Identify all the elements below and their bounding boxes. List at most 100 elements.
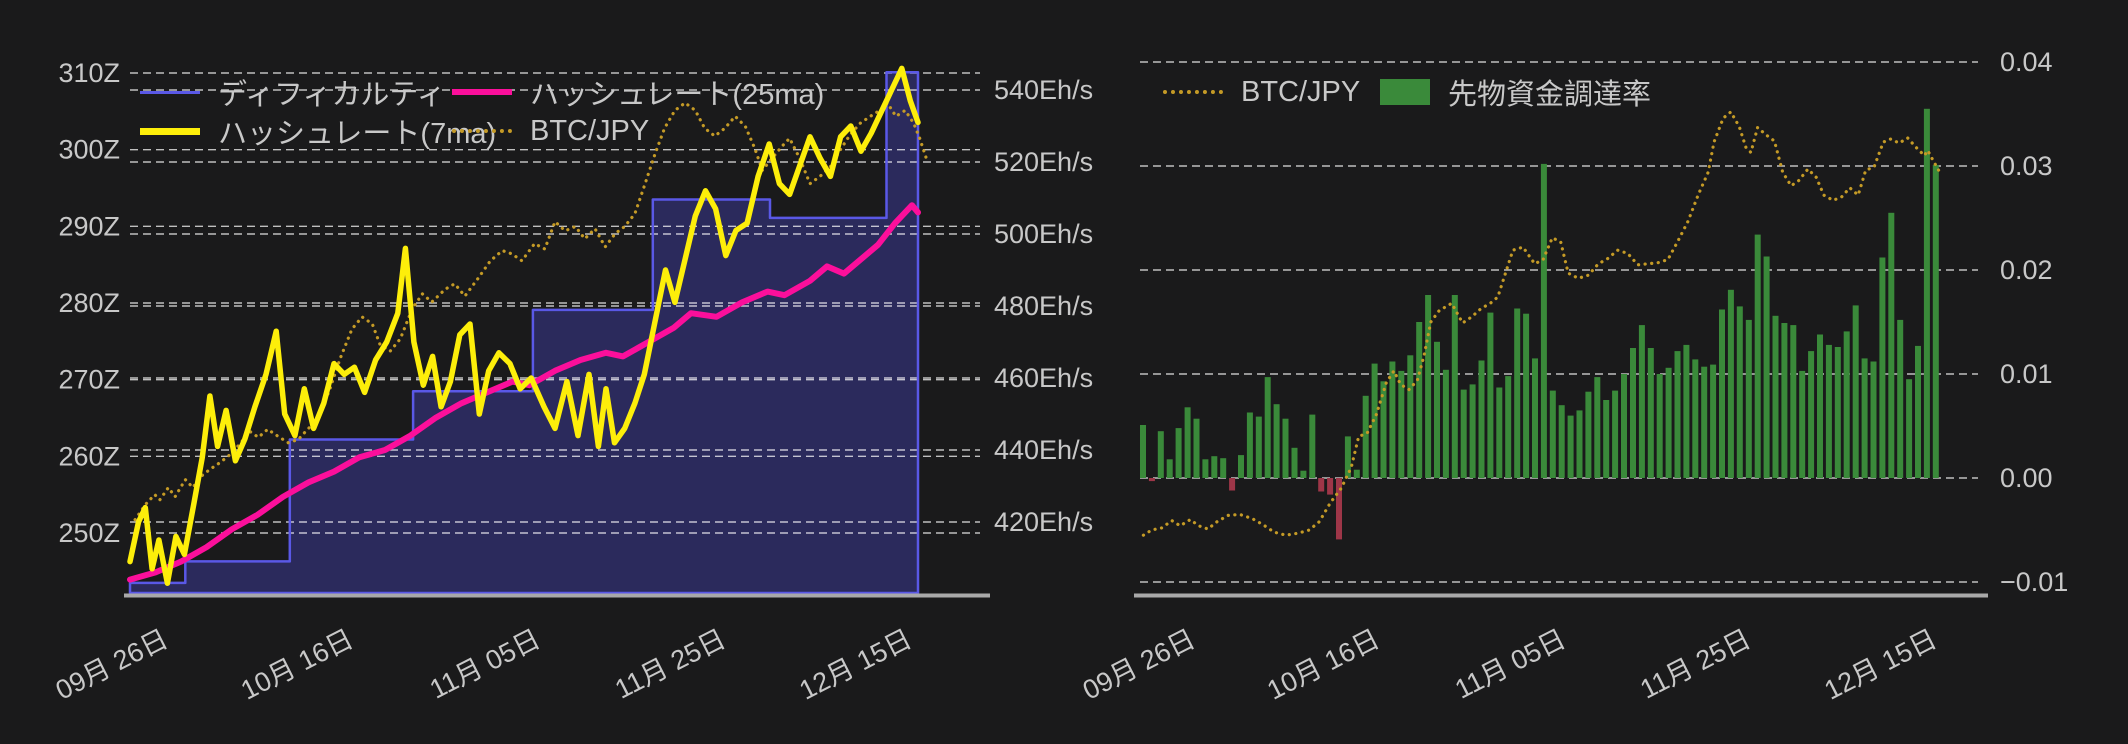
funding-rate-bar[interactable] [1852, 305, 1859, 478]
funding-rate-bar[interactable] [1514, 308, 1521, 479]
funding-rate-bar[interactable] [1674, 351, 1681, 478]
legend-item-funding-rate[interactable]: 先物資金調達率 [1380, 76, 1651, 111]
funding-rate-bar[interactable] [1923, 108, 1930, 479]
funding-rate-bar[interactable] [1478, 360, 1485, 479]
funding-rate-bar[interactable] [1825, 344, 1832, 478]
x-tick-label: 12月 15日 [1820, 624, 1942, 706]
funding-rate-bar[interactable] [1790, 325, 1797, 478]
funding-rate-bar[interactable] [1469, 384, 1476, 478]
funding-rate-bar[interactable] [1175, 428, 1182, 478]
funding-rate-bar[interactable] [1843, 331, 1850, 478]
funding-rate-bar[interactable] [1915, 345, 1921, 478]
funding-rate-bar[interactable] [1220, 458, 1227, 478]
funding-rate-bar[interactable] [1425, 295, 1432, 478]
funding-rate-bar[interactable] [1612, 390, 1619, 478]
hashrate-25ma-line [127, 202, 921, 583]
funding-rate-bar[interactable] [1897, 319, 1904, 478]
funding-rate-bar[interactable] [1549, 390, 1556, 478]
funding-rate-bar[interactable] [1772, 315, 1779, 478]
funding-rate-bar[interactable] [1861, 358, 1868, 478]
btcjpy-dotted-swatch [452, 129, 512, 133]
funding-rate-bar[interactable] [1273, 404, 1280, 478]
funding-rate-bar[interactable] [1255, 416, 1262, 478]
funding-rate-bar[interactable] [1781, 323, 1788, 478]
funding-rate-bar[interactable] [1327, 478, 1334, 495]
funding-rate-bar[interactable] [1362, 395, 1369, 478]
funding-rate-bar[interactable] [1344, 436, 1351, 478]
legend-item-hashrate-7ma[interactable]: ハッシュレート(7ma) [140, 115, 496, 150]
funding-rate-bar[interactable] [1754, 234, 1761, 478]
funding-rate-bar[interactable] [1282, 418, 1289, 478]
funding-rate-bar[interactable] [1727, 289, 1734, 478]
funding-rate-bar[interactable] [1202, 459, 1209, 478]
funding-rate-bar[interactable] [1683, 344, 1690, 478]
funding-rate-bar[interactable] [1523, 313, 1530, 478]
funding-rate-bar[interactable] [1353, 469, 1360, 478]
funding-rate-bar[interactable] [1496, 387, 1503, 479]
funding-rate-bar[interactable] [1870, 361, 1877, 479]
funding-rate-bar[interactable] [1148, 478, 1155, 482]
funding-rate-bar[interactable] [1532, 358, 1538, 478]
funding-rate-bar[interactable] [1817, 334, 1823, 479]
funding-rate-bar[interactable] [1246, 412, 1253, 479]
funding-rate-bar[interactable] [1264, 377, 1271, 478]
funding-rate-bar[interactable] [1808, 351, 1815, 478]
funding-rate-bar[interactable] [1567, 415, 1574, 478]
funding-rate-bar[interactable] [1621, 374, 1627, 478]
funding-rate-bar[interactable] [1932, 165, 1939, 478]
funding-rate-bar[interactable] [1879, 257, 1886, 479]
funding-rate-bar[interactable] [1701, 366, 1708, 478]
funding-rate-bar[interactable] [1745, 319, 1752, 478]
funding-rate-bar[interactable] [1603, 400, 1610, 478]
funding-rate-bar[interactable] [1300, 470, 1307, 478]
funding-rate-bar[interactable] [1799, 370, 1806, 478]
funding-rate-bar[interactable] [1763, 256, 1770, 479]
funding-rate-bar[interactable] [1665, 367, 1672, 478]
funding-rate-bar[interactable] [1166, 459, 1173, 478]
funding-rate-bar[interactable] [1157, 431, 1164, 478]
funding-rate-bar[interactable] [1451, 295, 1458, 478]
legend-item-hashrate-25ma[interactable]: ハッシュレート(25ma) [452, 76, 824, 111]
funding-rate-bar[interactable] [1906, 379, 1913, 478]
funding-rate-bar[interactable] [1692, 359, 1699, 478]
legend-item-btcjpy-right[interactable]: BTC/JPY [1163, 76, 1360, 108]
funding-rate-bar[interactable] [1585, 391, 1592, 478]
funding-rate-bar[interactable] [1647, 348, 1654, 478]
legend-item-difficulty[interactable]: ディフィカルティ [140, 76, 446, 111]
funding-rate-bar[interactable] [1710, 364, 1717, 478]
funding-rate-bar[interactable] [1229, 478, 1236, 491]
funding-rate-bar[interactable] [1380, 381, 1387, 478]
funding-rate-bar[interactable] [1487, 312, 1494, 478]
funding-rate-bar[interactable] [1834, 347, 1841, 478]
funding-rate-bar[interactable] [1594, 377, 1601, 478]
funding-rate-bar[interactable] [1656, 374, 1663, 478]
funding-rate-bar[interactable] [1888, 212, 1895, 479]
funding-rate-bar[interactable] [1442, 369, 1449, 478]
legend-item-btcjpy-left[interactable]: BTC/JPY [452, 115, 649, 147]
funding-rate-bar[interactable] [1193, 418, 1200, 478]
funding-rate-bar[interactable] [1505, 376, 1512, 478]
funding-rate-bar[interactable] [1184, 407, 1191, 478]
funding-rate-bar[interactable] [1460, 389, 1467, 478]
funding-rate-bar[interactable] [1416, 322, 1423, 478]
funding-rate-bar[interactable] [1389, 361, 1396, 479]
funding-rate-bar[interactable] [1238, 455, 1244, 478]
funding-rate-bar[interactable] [1291, 447, 1298, 478]
funding-rate-bar[interactable] [1398, 370, 1405, 478]
funding-rate-bar[interactable] [1407, 355, 1414, 478]
funding-rate-bar[interactable] [1558, 405, 1565, 478]
funding-rate-bar[interactable] [1540, 163, 1547, 478]
funding-rate-bar[interactable] [1736, 306, 1743, 478]
funding-rate-bar[interactable] [1211, 456, 1218, 478]
funding-rate-bar[interactable] [1434, 341, 1440, 478]
funding-rate-bar[interactable] [1719, 309, 1725, 479]
funding-rate-bar[interactable] [1630, 348, 1636, 478]
funding-rate-bar[interactable] [1336, 478, 1342, 540]
funding-rate-bar[interactable] [1318, 478, 1325, 492]
funding-rate-bar[interactable] [1140, 425, 1146, 478]
funding-rate-bar[interactable] [1309, 414, 1316, 478]
funding-rate-bar[interactable] [1576, 410, 1583, 478]
y-tick-label: 440Eh/s [994, 435, 1093, 465]
funding-rate-bar[interactable] [1638, 325, 1645, 478]
